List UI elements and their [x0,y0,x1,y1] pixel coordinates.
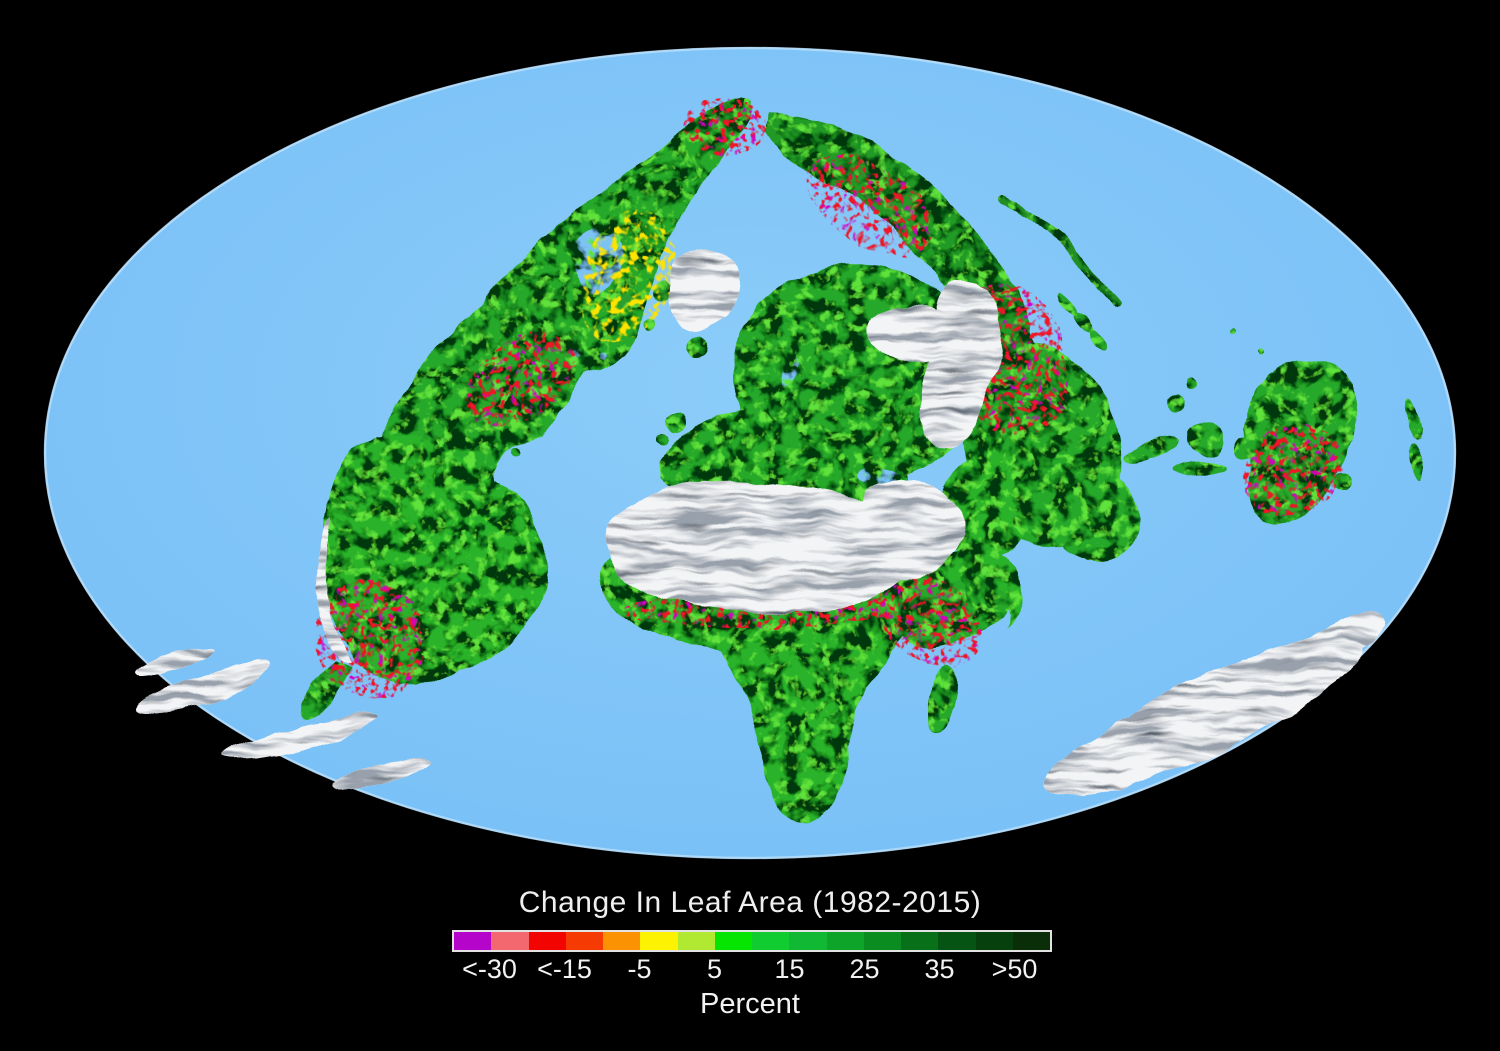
colorbar-segment [491,932,529,950]
region-kamchatka-arc [996,196,1122,306]
colorbar-tick-label: 5 [706,954,723,984]
region-southeast-asia [1052,469,1138,561]
colorbar-segment [677,932,715,950]
region-iceland [690,337,710,357]
colorbar-segment [789,932,827,950]
black-sea [859,468,901,486]
colorbar-tick-label: >50 [991,954,1038,984]
legend: Change In Leaf Area (1982-2015) <-30 <-15… [0,880,1500,1051]
region-andes [318,520,352,662]
colorbar-tick-label: -5 [627,954,652,984]
legend-title: Change In Leaf Area (1982-2015) [518,886,982,919]
colorbar-tick-label: 25 [849,954,880,984]
colorbar-segment [826,932,864,950]
region-sahara [603,479,914,613]
region-caribbean-islands [436,425,520,456]
region-british-isles [668,411,688,431]
colorbar-tick-label: <-30 [462,954,517,984]
region-central-asia-desert [867,304,953,363]
colorbar-segment [752,932,790,950]
region-japan [1059,290,1105,351]
colorbar-segment [603,932,641,950]
great-lake [585,356,593,364]
region-madagascar [924,667,958,733]
region-antarctica-west [134,646,434,788]
colorbar-segment [975,932,1013,950]
no-data-regions [134,247,1386,796]
colorbar-tick-labels: <-30 <-15 -5 5 15 25 35 >50 [452,954,1052,985]
colorbar-tick-label: <-15 [537,954,592,984]
colorbar-segment [528,932,566,950]
tundra-speckle-zones [579,209,677,341]
region-india [939,447,1031,563]
colorbar-segment [938,932,976,950]
region-arabia [853,481,962,583]
world-map-svg [43,46,1457,860]
colorbar-segment [714,932,752,950]
colorbar-segment [1012,932,1050,950]
region-antarctica-east [1048,612,1386,796]
colorbar-tick-label: 15 [774,954,805,984]
colorbar-segment [565,932,603,950]
colorbar-segment [454,932,492,950]
region-greenland [667,247,741,332]
region-new-zealand [1403,396,1427,482]
great-lake [599,351,607,359]
colorbar-segment [901,932,939,950]
colorbar-tick-label: 35 [924,954,955,984]
colorbar-segment [863,932,901,950]
colorbar-segment [640,932,678,950]
legend-unit-label: Percent [700,988,800,1020]
baltic-sea [781,358,799,386]
globe-rim [43,46,1457,860]
world-map [43,46,1457,860]
colorbar [452,930,1052,952]
region-ireland [658,432,670,444]
